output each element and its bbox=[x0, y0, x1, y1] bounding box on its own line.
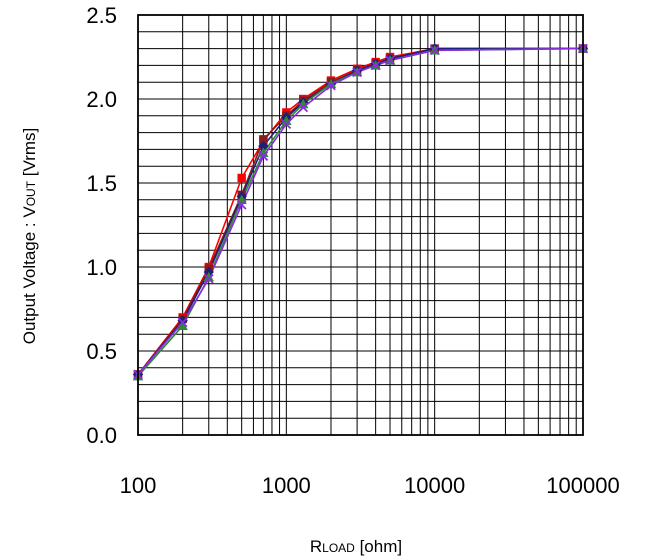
data-point-marker bbox=[203, 273, 214, 284]
series-markers bbox=[132, 43, 589, 381]
x-tick-label: 100000 bbox=[546, 473, 619, 498]
y-axis-title-subscript: OUT bbox=[24, 180, 38, 206]
data-point-marker bbox=[370, 60, 381, 71]
grid-lines bbox=[137, 14, 583, 436]
x-tick-labels: 100 1000 10000 100000 bbox=[120, 473, 620, 498]
y-tick-label: 1.0 bbox=[86, 255, 117, 280]
x-axis-title: RLOAD [ohm] bbox=[310, 537, 402, 556]
data-point-marker bbox=[429, 45, 440, 56]
data-point-marker bbox=[259, 135, 268, 144]
data-point-marker bbox=[385, 55, 395, 66]
y-tick-label: 1.5 bbox=[86, 171, 117, 196]
y-axis-title: Output Voltage : VOUT [Vrms] bbox=[20, 128, 39, 345]
data-point-marker bbox=[177, 317, 188, 328]
data-point-marker bbox=[258, 151, 269, 161]
x-axis-title-suffix: [ohm] bbox=[355, 537, 402, 556]
y-tick-label: 2.0 bbox=[86, 87, 117, 112]
y-axis-title-prefix: Output Voltage : V bbox=[20, 206, 39, 345]
x-axis-title-subscript: LOAD bbox=[322, 541, 355, 555]
data-point-marker bbox=[326, 80, 336, 91]
x-tick-label: 10000 bbox=[404, 473, 465, 498]
data-point-marker bbox=[298, 102, 309, 113]
data-point-marker bbox=[177, 320, 188, 330]
data-point-marker bbox=[237, 173, 246, 183]
data-point-marker bbox=[325, 78, 337, 89]
data-point-marker bbox=[281, 119, 292, 130]
x-axis-title-main: R bbox=[310, 537, 322, 556]
data-point-marker bbox=[258, 140, 269, 152]
y-tick-label: 0.5 bbox=[86, 339, 117, 364]
y-tick-labels: 0.0 0.5 1.0 1.5 2.0 2.5 bbox=[86, 3, 117, 448]
y-tick-label: 2.5 bbox=[86, 3, 117, 28]
x-tick-label: 1000 bbox=[262, 473, 311, 498]
plot-frame bbox=[137, 14, 584, 436]
data-point-marker bbox=[352, 67, 362, 77]
x-tick-label: 100 bbox=[120, 473, 157, 498]
data-point-marker bbox=[236, 200, 247, 210]
y-tick-label: 0.0 bbox=[86, 423, 117, 448]
data-point-marker bbox=[203, 271, 214, 282]
y-axis-title-suffix: [Vrms] bbox=[20, 128, 39, 181]
